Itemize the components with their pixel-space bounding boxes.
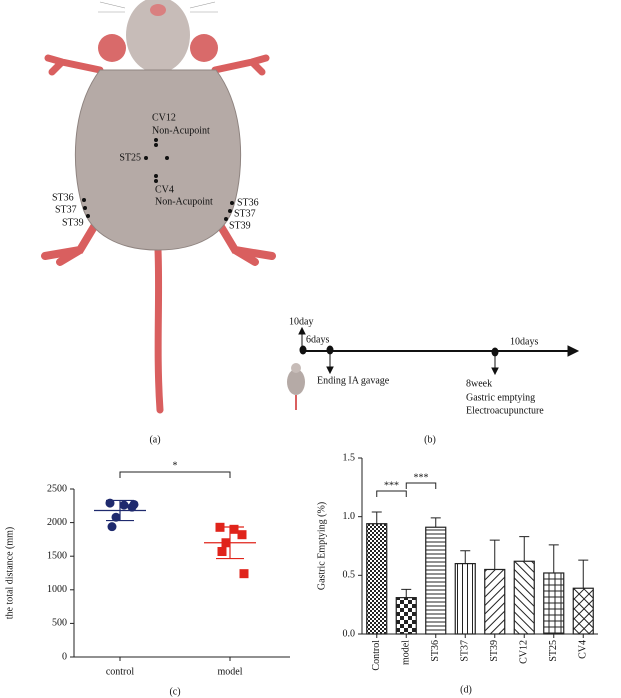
timeline	[287, 326, 580, 410]
point-label: ST37	[55, 204, 77, 215]
y-tick-label: 1.5	[343, 452, 356, 463]
point-label: Non-Acupoint	[152, 125, 210, 136]
significance-label: ***	[384, 480, 399, 491]
point-label: CV12	[152, 112, 176, 123]
y-axis-label: Gastric Emptying (%)	[316, 502, 327, 590]
timeline-label: 8week	[466, 378, 492, 389]
panel-label: (d)	[460, 684, 472, 695]
error-bar	[371, 511, 382, 524]
significance-label: *	[173, 460, 178, 471]
y-tick-label: 1000	[47, 584, 67, 595]
error-bar	[578, 559, 589, 589]
mouse-illustration	[41, 0, 276, 414]
error-bar	[430, 517, 441, 528]
x-tick-label: Control	[371, 640, 382, 671]
x-tick-label: CV4	[578, 640, 589, 659]
data-point	[107, 522, 117, 532]
timeline-label: 10day	[289, 316, 313, 327]
bar	[454, 562, 476, 635]
sd-bar	[216, 526, 244, 560]
significance-bracket	[405, 482, 437, 489]
y-tick-label: 0.5	[343, 570, 356, 581]
data-point	[239, 569, 249, 579]
x-tick-label: model	[218, 666, 243, 677]
point-label: ST36	[52, 192, 74, 203]
timeline-label: 6days	[306, 334, 329, 345]
data-point	[237, 530, 247, 540]
panel-label: (b)	[424, 434, 436, 445]
point-label: Non-Acupoint	[155, 196, 213, 207]
bar	[513, 560, 535, 635]
error-bar	[489, 539, 500, 570]
x-tick-label: control	[106, 666, 135, 677]
y-tick-label: 1500	[47, 550, 67, 561]
point-label: ST37	[234, 208, 256, 219]
x-tick-label: ST36	[430, 640, 441, 662]
point-label: ST36	[237, 197, 259, 208]
y-axis-label: the total distance (mm)	[4, 527, 15, 619]
sd-bar	[106, 499, 134, 522]
timeline-label: Ending IA gavage	[317, 375, 390, 386]
y-tick-label: 0.0	[343, 628, 356, 639]
x-tick-label: ST37	[460, 640, 471, 662]
data-point	[129, 499, 139, 509]
data-point	[111, 512, 121, 522]
bar	[543, 572, 565, 635]
bar	[395, 597, 417, 635]
x-tick-label: model	[401, 640, 412, 665]
y-tick-label: 0	[62, 651, 67, 662]
y-tick-label: 1.0	[343, 511, 356, 522]
error-bar	[401, 588, 412, 598]
point-label: ST39	[62, 217, 84, 228]
significance-bracket	[119, 471, 231, 478]
timeline-label: 10days	[510, 336, 538, 347]
data-point	[119, 500, 129, 510]
x-tick-label: ST25	[548, 640, 559, 662]
data-point	[217, 546, 227, 556]
point-label: ST25	[119, 152, 141, 163]
bar	[484, 568, 506, 635]
bar	[572, 587, 594, 635]
point-label: ST39	[229, 220, 251, 231]
timeline-label: Electroacupuncture	[466, 405, 544, 416]
error-bar	[460, 550, 471, 564]
y-tick-label: 500	[52, 618, 67, 629]
bar	[366, 523, 388, 635]
bar	[425, 526, 447, 635]
error-bar	[519, 536, 530, 562]
point-label: CV4	[155, 184, 174, 195]
y-tick-label: 2500	[47, 483, 67, 494]
x-tick-label: ST39	[489, 640, 500, 662]
error-bar	[548, 544, 559, 573]
x-tick-label: CV12	[519, 640, 530, 664]
panel-label: (c)	[169, 686, 180, 697]
significance-bracket	[376, 490, 407, 497]
panel-label: (a)	[149, 434, 160, 445]
data-point	[229, 524, 239, 534]
timeline-label: Gastric emptying	[466, 392, 535, 403]
significance-label: ***	[414, 472, 429, 483]
y-tick-label: 2000	[47, 517, 67, 528]
